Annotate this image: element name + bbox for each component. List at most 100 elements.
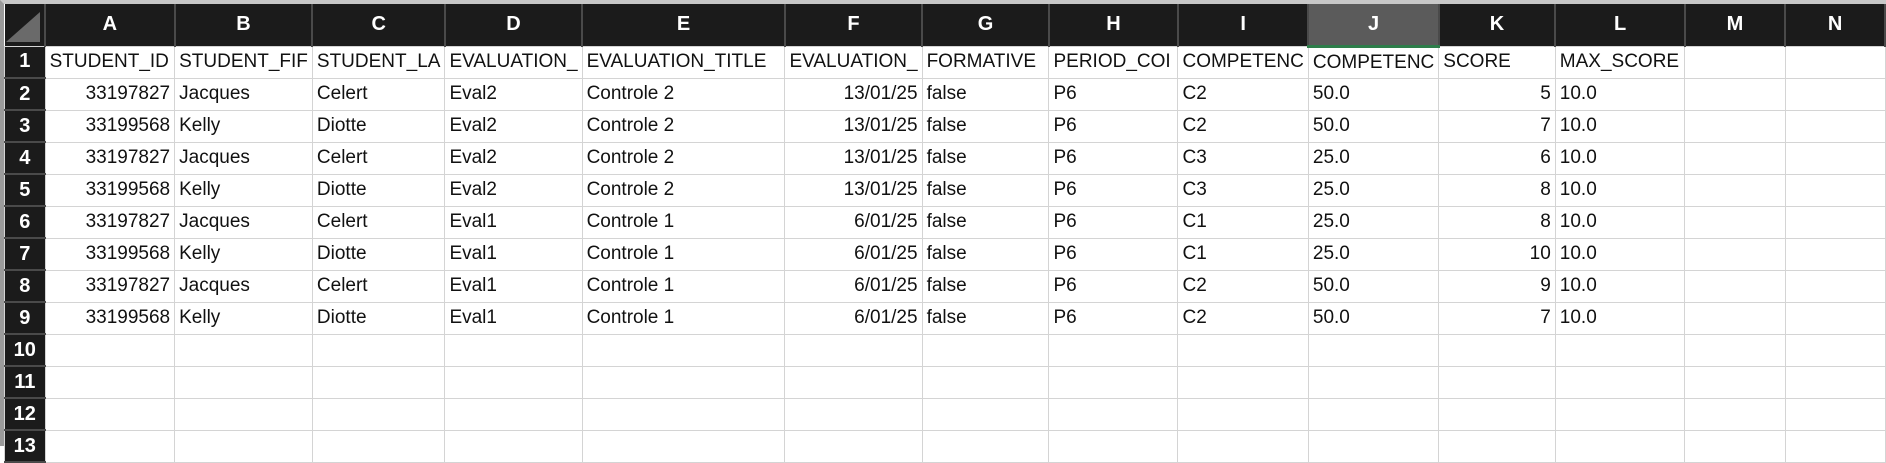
cell-i7[interactable]: C1 <box>1177 237 1309 271</box>
column-header-a[interactable]: A <box>45 4 176 46</box>
row-header[interactable]: 3 <box>4 109 46 143</box>
cell-j12[interactable] <box>1307 397 1440 431</box>
cell-h7[interactable]: P6 <box>1048 237 1179 271</box>
column-header-k[interactable]: K <box>1438 4 1557 46</box>
cell-m2[interactable] <box>1684 77 1786 111</box>
cell-a1[interactable]: STUDENT_ID <box>44 45 176 79</box>
cell-n9[interactable] <box>1784 301 1886 335</box>
cell-c11[interactable] <box>311 365 446 399</box>
cell-m13[interactable] <box>1684 429 1786 463</box>
cell-k10[interactable] <box>1438 333 1556 367</box>
cell-l13[interactable] <box>1554 429 1686 463</box>
cell-d13[interactable] <box>444 429 583 463</box>
cell-b13[interactable] <box>174 429 313 463</box>
cell-m12[interactable] <box>1684 397 1786 431</box>
cell-n5[interactable] <box>1784 173 1886 207</box>
row-header[interactable]: 5 <box>4 173 46 207</box>
cell-b9[interactable]: Kelly <box>174 301 313 335</box>
cell-g5[interactable]: false <box>921 173 1050 207</box>
column-header-n[interactable]: N <box>1785 4 1886 46</box>
cell-j2[interactable]: 50.0 <box>1307 77 1440 111</box>
cell-f9[interactable]: 6/01/25 <box>784 301 923 335</box>
cell-g12[interactable] <box>921 397 1050 431</box>
cell-j6[interactable]: 25.0 <box>1307 205 1440 239</box>
cell-b1[interactable]: STUDENT_FIF <box>174 45 313 79</box>
cell-g11[interactable] <box>921 365 1050 399</box>
cell-d2[interactable]: Eval2 <box>444 77 583 111</box>
cell-d9[interactable]: Eval1 <box>444 301 583 335</box>
row-header[interactable]: 10 <box>4 333 46 367</box>
cell-f12[interactable] <box>784 397 923 431</box>
cell-l2[interactable]: 10.0 <box>1554 77 1686 111</box>
cell-g10[interactable] <box>921 333 1050 367</box>
cell-i11[interactable] <box>1177 365 1309 399</box>
cell-k12[interactable] <box>1438 397 1556 431</box>
cell-j10[interactable] <box>1307 333 1440 367</box>
row-header[interactable]: 13 <box>4 429 46 463</box>
cell-b4[interactable]: Jacques <box>174 141 313 175</box>
cell-f10[interactable] <box>784 333 923 367</box>
cell-c3[interactable]: Diotte <box>311 109 446 143</box>
cell-n11[interactable] <box>1784 365 1886 399</box>
cell-a8[interactable]: 33197827 <box>44 269 176 303</box>
cell-j13[interactable] <box>1307 429 1440 463</box>
cell-n2[interactable] <box>1784 77 1886 111</box>
cell-l10[interactable] <box>1554 333 1686 367</box>
cell-b5[interactable]: Kelly <box>174 173 313 207</box>
cell-f13[interactable] <box>784 429 923 463</box>
cell-d12[interactable] <box>444 397 583 431</box>
cell-e8[interactable]: Controle 1 <box>581 269 786 303</box>
row-header[interactable]: 9 <box>4 301 46 335</box>
row-header[interactable]: 6 <box>4 205 46 239</box>
cell-b8[interactable]: Jacques <box>174 269 313 303</box>
cell-a6[interactable]: 33197827 <box>44 205 176 239</box>
cell-a11[interactable] <box>44 365 176 399</box>
cell-g3[interactable]: false <box>921 109 1050 143</box>
cell-c5[interactable]: Diotte <box>311 173 446 207</box>
cell-m8[interactable] <box>1684 269 1786 303</box>
cell-k9[interactable]: 7 <box>1438 301 1556 335</box>
column-header-m[interactable]: M <box>1684 4 1787 46</box>
cell-a12[interactable] <box>44 397 176 431</box>
cell-n4[interactable] <box>1784 141 1886 175</box>
cell-g7[interactable]: false <box>921 237 1050 271</box>
cell-n12[interactable] <box>1784 397 1886 431</box>
cell-i1[interactable]: COMPETENC <box>1177 45 1309 79</box>
cell-e12[interactable] <box>581 397 786 431</box>
column-header-l[interactable]: L <box>1555 4 1686 46</box>
cell-k11[interactable] <box>1438 365 1556 399</box>
cell-f8[interactable]: 6/01/25 <box>784 269 923 303</box>
cell-c13[interactable] <box>311 429 446 463</box>
cell-f6[interactable]: 6/01/25 <box>784 205 923 239</box>
cell-a3[interactable]: 33199568 <box>44 109 176 143</box>
cell-c8[interactable]: Celert <box>311 269 446 303</box>
cell-j5[interactable]: 25.0 <box>1307 173 1440 207</box>
row-header[interactable]: 4 <box>4 141 46 175</box>
cell-k1[interactable]: SCORE <box>1438 45 1556 79</box>
cell-n1[interactable] <box>1784 45 1886 79</box>
cell-k5[interactable]: 8 <box>1438 173 1556 207</box>
cell-d3[interactable]: Eval2 <box>444 109 583 143</box>
cell-f1[interactable]: EVALUATION_ <box>784 45 923 79</box>
cell-d6[interactable]: Eval1 <box>444 205 583 239</box>
cell-l5[interactable]: 10.0 <box>1554 173 1686 207</box>
cell-h2[interactable]: P6 <box>1048 77 1179 111</box>
cell-a2[interactable]: 33197827 <box>44 77 176 111</box>
cell-c7[interactable]: Diotte <box>311 237 446 271</box>
cell-f4[interactable]: 13/01/25 <box>784 141 923 175</box>
cell-i6[interactable]: C1 <box>1177 205 1309 239</box>
column-header-g[interactable]: G <box>922 4 1050 46</box>
cell-h3[interactable]: P6 <box>1048 109 1179 143</box>
cell-g8[interactable]: false <box>921 269 1050 303</box>
cell-a4[interactable]: 33197827 <box>44 141 176 175</box>
cell-h13[interactable] <box>1048 429 1179 463</box>
cell-f7[interactable]: 6/01/25 <box>784 237 923 271</box>
cell-j3[interactable]: 50.0 <box>1307 109 1440 143</box>
cell-i5[interactable]: C3 <box>1177 173 1309 207</box>
cell-l7[interactable]: 10.0 <box>1554 237 1686 271</box>
cell-f2[interactable]: 13/01/25 <box>784 77 923 111</box>
cell-d1[interactable]: EVALUATION_ <box>444 45 583 79</box>
cell-b11[interactable] <box>174 365 313 399</box>
cell-h12[interactable] <box>1048 397 1179 431</box>
cell-a9[interactable]: 33199568 <box>44 301 176 335</box>
